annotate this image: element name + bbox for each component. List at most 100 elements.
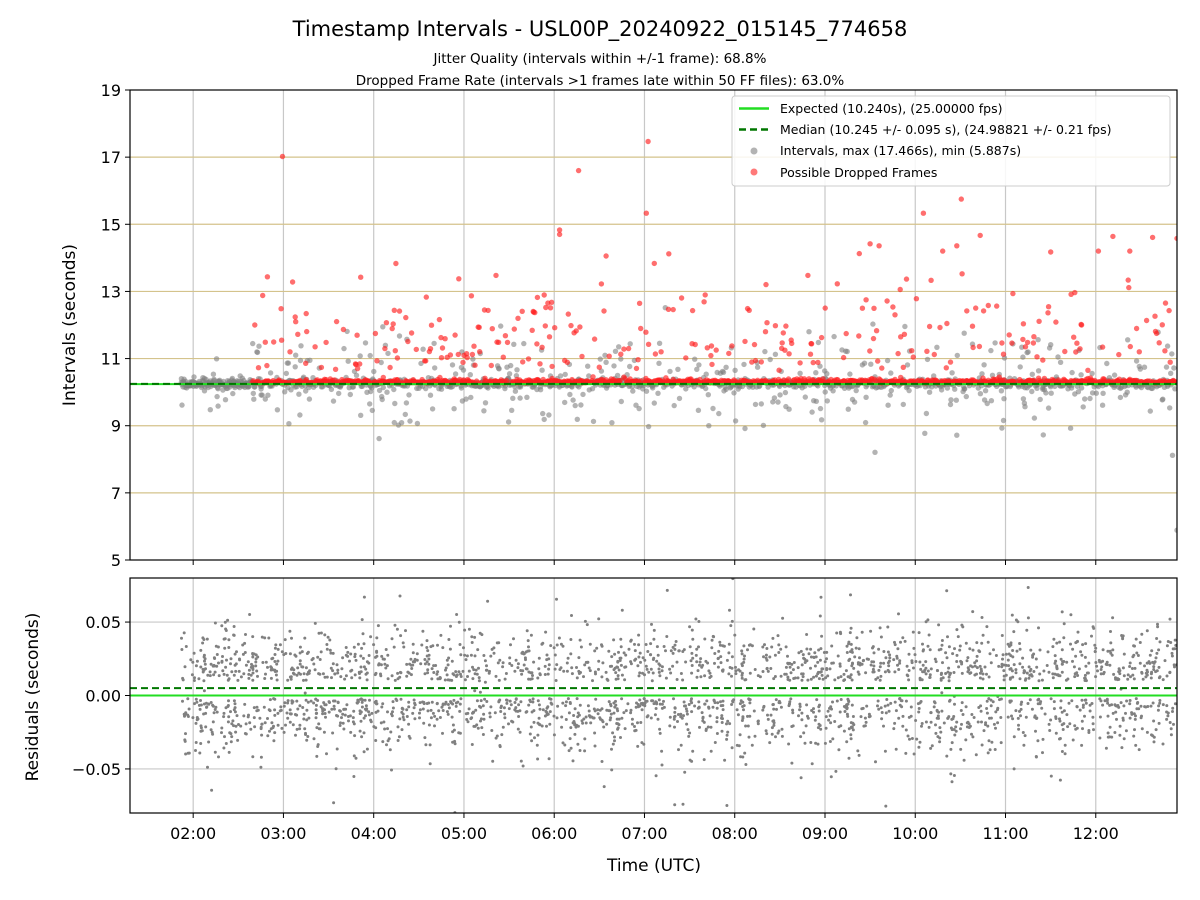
residual-point [1021, 731, 1025, 734]
dropped-frame-point [867, 348, 873, 354]
residual-point [487, 671, 491, 675]
residual-point [275, 662, 279, 666]
interval-point [402, 411, 408, 418]
interval-point [230, 390, 236, 397]
residual-point [314, 716, 318, 720]
residual-point [1087, 731, 1091, 734]
dropped-frame-point [726, 350, 732, 357]
dropped-frame-point [260, 292, 266, 299]
residual-point [735, 708, 739, 712]
residual-point [189, 658, 193, 662]
residual-point [938, 740, 942, 744]
residual-point [235, 714, 239, 718]
interval-point [1167, 405, 1173, 411]
residual-point [1001, 657, 1004, 661]
residual-point [974, 753, 978, 757]
residual-point [409, 657, 413, 661]
residual-point [1065, 713, 1069, 717]
residual-point [765, 658, 769, 662]
residual-point [433, 724, 436, 728]
dropped-frame-point [954, 243, 960, 249]
interval-point [627, 341, 633, 347]
residual-point [377, 662, 381, 666]
residual-point [1156, 625, 1160, 629]
residual-point [730, 674, 733, 678]
residual-point [288, 720, 292, 724]
residual-point [475, 699, 479, 703]
residual-point [1062, 709, 1066, 713]
residual-point [907, 669, 911, 672]
interval-point [813, 370, 819, 376]
dropped-frame-point [651, 260, 657, 267]
interval-point [458, 385, 465, 391]
residual-point [597, 617, 601, 621]
residual-point [1161, 678, 1165, 682]
dropped-frame-point [579, 353, 585, 360]
residual-point [483, 697, 487, 701]
residual-point [712, 635, 716, 639]
interval-point [1000, 417, 1007, 424]
interval-point [341, 345, 347, 352]
interval-point [988, 347, 994, 354]
residual-point [1109, 630, 1112, 633]
residual-point [325, 643, 329, 646]
residual-point [352, 775, 356, 778]
interval-point [449, 362, 456, 368]
residual-point [241, 652, 245, 656]
residual-point [284, 723, 287, 727]
residual-point [333, 672, 337, 676]
residual-point [350, 676, 354, 680]
residual-point [435, 672, 439, 676]
interval-point [703, 385, 709, 392]
residual-point [495, 734, 499, 738]
interval-point [962, 386, 968, 392]
dropped-frame-point [525, 356, 532, 362]
residual-point [940, 691, 944, 695]
residual-point [975, 659, 979, 663]
residual-point [929, 746, 933, 750]
residual-point [690, 651, 694, 655]
residual-point [1000, 634, 1004, 637]
residual-point [989, 698, 993, 702]
residual-point [721, 717, 724, 721]
interval-point [758, 401, 764, 407]
dropped-frame-point [958, 196, 964, 202]
residual-point [1054, 731, 1058, 735]
residual-point [800, 678, 804, 682]
residual-point [847, 727, 851, 731]
dropped-frame-point [456, 276, 462, 282]
residual-point [958, 644, 962, 648]
interval-point [307, 357, 313, 363]
residual-point [1125, 699, 1129, 703]
residual-point [385, 743, 388, 747]
residual-point [988, 652, 992, 656]
residual-point [769, 667, 773, 670]
dropped-frame-point [789, 340, 795, 347]
residual-point [636, 664, 640, 668]
interval-point [1045, 405, 1052, 411]
residual-point [395, 627, 399, 631]
interval-point [998, 388, 1005, 394]
residual-point [979, 704, 983, 708]
residual-point [815, 698, 819, 702]
residual-point [1145, 629, 1149, 633]
interval-point [667, 368, 673, 375]
residual-point [1141, 677, 1145, 681]
residual-point [690, 664, 694, 667]
residual-point [730, 619, 734, 623]
residual-point [741, 755, 745, 759]
residual-point [1062, 636, 1066, 640]
interval-point [380, 324, 386, 330]
residual-point [584, 721, 588, 725]
residual-point [481, 733, 485, 736]
dropped-frame-point [439, 345, 446, 351]
residual-point [411, 651, 415, 655]
residual-point [1145, 671, 1149, 675]
dropped-frame-point [964, 308, 970, 314]
residual-point [202, 689, 206, 693]
residual-point [379, 663, 383, 667]
residual-point [1016, 716, 1020, 720]
interval-point [1169, 452, 1176, 458]
residual-point [640, 708, 644, 712]
interval-point [952, 386, 958, 392]
